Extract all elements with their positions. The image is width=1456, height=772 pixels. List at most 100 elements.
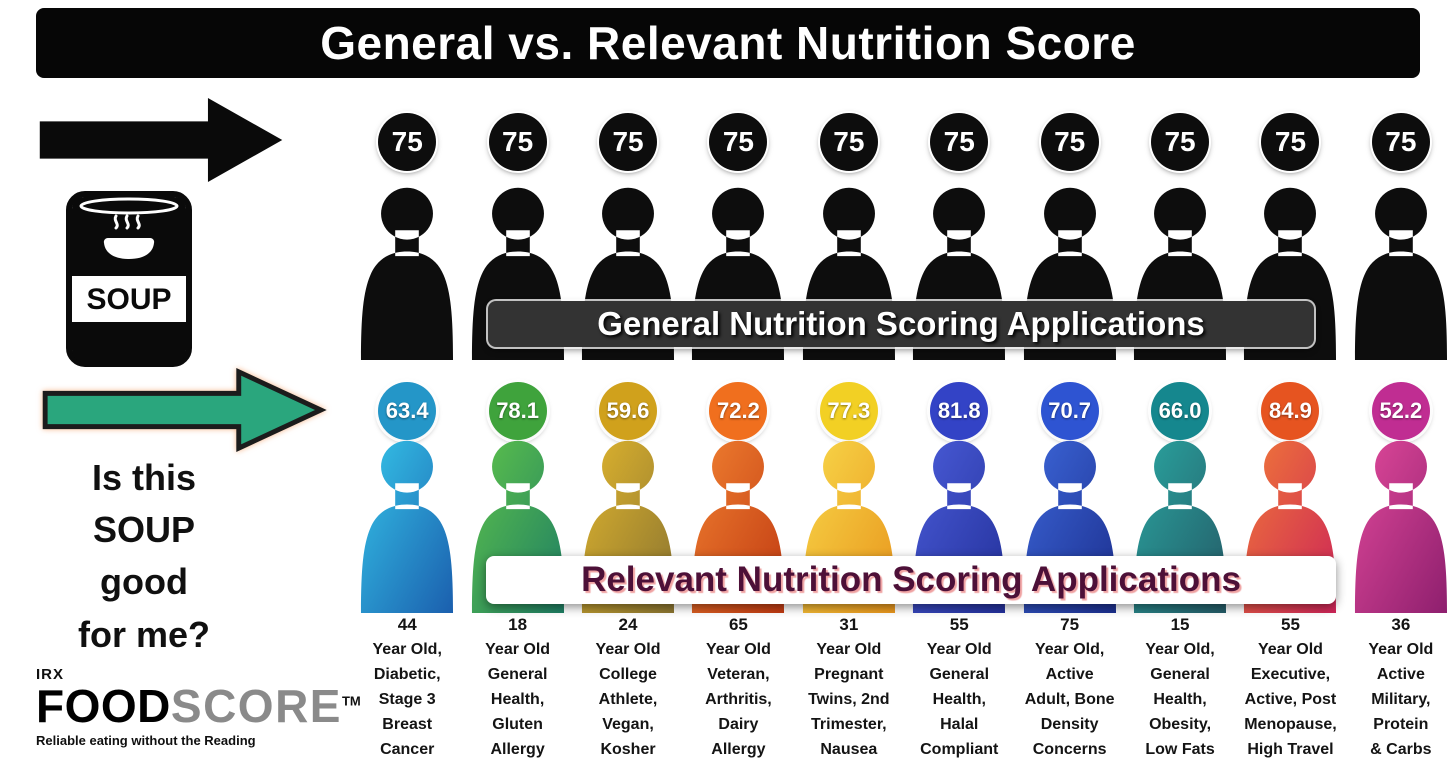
- person-description: 65 Year Old Veteran, Arthritis, Dairy Al…: [683, 613, 793, 762]
- relevant-score-value: 59.6: [606, 398, 650, 423]
- relevant-score-cell: 52.2: [1346, 378, 1456, 444]
- person-silhouette-colored-icon: [361, 440, 454, 613]
- brand-tagline: Reliable eating without the Reading: [36, 732, 256, 748]
- relevant-score-value: 77.3: [827, 398, 871, 423]
- person-age: 65: [728, 615, 748, 634]
- person-description: 24 Year Old College Athlete, Vegan, Kosh…: [573, 613, 683, 762]
- general-score-badge: 75: [488, 113, 547, 171]
- person-details: Year Old General Health, Gluten Allergy: [485, 641, 551, 758]
- person-description: 55 Year Old General Health, Halal Compli…: [904, 613, 1014, 762]
- general-score-cell: 75: [794, 110, 904, 174]
- soup-can-label: SOUP: [86, 283, 171, 316]
- relevant-score-value: 81.8: [937, 398, 981, 423]
- relevant-score-badge: 77.3: [819, 382, 878, 440]
- person-age: 24: [618, 615, 638, 634]
- person-age: 55: [949, 615, 969, 634]
- relevant-score-cell: 77.3: [794, 378, 904, 444]
- relevant-score-badge: 63.4: [378, 382, 437, 440]
- person-age: 36: [1391, 615, 1411, 634]
- general-score-badge: 75: [709, 113, 768, 171]
- general-score-row: 75 75 75 75: [352, 110, 1456, 174]
- general-score-value: 75: [391, 126, 423, 157]
- general-score-value: 75: [1054, 126, 1086, 157]
- relevant-score-cell: 66.0: [1125, 378, 1235, 444]
- person-age: 31: [839, 615, 859, 634]
- relevant-score-cell: 78.1: [462, 378, 572, 444]
- relevant-score-badge: 81.8: [930, 382, 989, 440]
- steam-icon: [113, 214, 119, 230]
- relevant-score-cell: 70.7: [1014, 378, 1124, 444]
- general-score-cell: 75: [352, 110, 462, 174]
- general-score-cell: 75: [683, 110, 793, 174]
- general-score-badge: 75: [1040, 113, 1099, 171]
- general-score-value: 75: [833, 126, 865, 157]
- relevant-score-row: 63.4 78.1 59.6 72.2: [352, 378, 1456, 444]
- brand-score: SCORE: [170, 680, 342, 732]
- person-description: 31 Year Old Pregnant Twins, 2nd Trimeste…: [794, 613, 904, 762]
- relevant-score-value: 52.2: [1379, 398, 1423, 423]
- general-banner: General Nutrition Scoring Applications: [488, 301, 1314, 347]
- general-score-badge: 75: [930, 113, 989, 171]
- question-text: Is this SOUP good for me?: [77, 457, 210, 655]
- relevant-score-value: 78.1: [496, 398, 540, 423]
- brand-name: FOODSCORETM: [36, 680, 361, 732]
- general-banner-text: General Nutrition Scoring Applications: [597, 305, 1205, 342]
- relevant-score-value: 72.2: [717, 398, 760, 423]
- relevant-score-badge: 72.2: [709, 382, 768, 440]
- person-age: 15: [1170, 615, 1190, 634]
- person-description: 55 Year Old Executive, Active, Post Meno…: [1235, 613, 1345, 762]
- relevant-silhouette-cell: [352, 436, 462, 613]
- person-description: 75 Year Old, Active Adult, Bone Density …: [1014, 613, 1124, 762]
- general-score-badge: 75: [1151, 113, 1210, 171]
- person-details: Year Old, Active Adult, Bone Density Con…: [1024, 641, 1115, 758]
- page-title: General vs. Relevant Nutrition Score: [320, 17, 1136, 69]
- relevant-score-badge: 66.0: [1151, 382, 1210, 440]
- relevant-score-value: 63.4: [385, 398, 429, 423]
- brand-irx: IRX: [36, 666, 65, 683]
- relevant-score-value: 84.9: [1269, 398, 1312, 423]
- general-score-value: 75: [1385, 126, 1417, 157]
- general-score-value: 75: [1164, 126, 1196, 157]
- person-details: Year Old Active Military, Protein & Carb…: [1368, 641, 1434, 758]
- relevant-score-value: 66.0: [1158, 398, 1202, 423]
- person-details: Year Old, Diabetic, Stage 3 Breast Cance…: [372, 641, 442, 758]
- relevant-score-badge: 52.2: [1371, 382, 1430, 440]
- general-score-badge: 75: [819, 113, 878, 171]
- general-score-value: 75: [612, 126, 644, 157]
- relevant-score-value: 70.7: [1048, 398, 1092, 423]
- general-score-badge: 75: [1261, 113, 1320, 171]
- person-age: 44: [397, 615, 417, 634]
- general-silhouette-cell: [352, 183, 462, 360]
- general-score-cell: 75: [573, 110, 683, 174]
- general-score-badge: 75: [599, 113, 658, 171]
- person-details: Year Old Veteran, Arthritis, Dairy Aller…: [705, 641, 772, 758]
- general-score-cell: 75: [462, 110, 572, 174]
- brand-food: FOOD: [36, 680, 171, 732]
- general-score-cell: 75: [1125, 110, 1235, 174]
- person-silhouette-icon: [1354, 187, 1447, 360]
- general-score-badge: 75: [1371, 113, 1430, 171]
- relevant-silhouette-cell: [1346, 436, 1456, 613]
- general-score-value: 75: [722, 126, 754, 157]
- relevant-score-cell: 72.2: [683, 378, 793, 444]
- relevant-score-badge: 78.1: [488, 382, 547, 440]
- black-arrow-icon: [39, 97, 283, 183]
- person-details: Year Old, General Health, Obesity, Low F…: [1145, 641, 1215, 758]
- person-description: 18 Year Old General Health, Gluten Aller…: [462, 613, 572, 762]
- title-banner: General vs. Relevant Nutrition Score: [36, 8, 1420, 78]
- relevant-score-cell: 81.8: [904, 378, 1014, 444]
- brand-trademark: TM: [341, 693, 361, 709]
- person-silhouette-icon: [361, 187, 454, 360]
- soup-can-icon: SOUP: [66, 191, 192, 367]
- person-description: 15 Year Old, General Health, Obesity, Lo…: [1125, 613, 1235, 762]
- relevant-score-cell: 84.9: [1235, 378, 1345, 444]
- general-score-cell: 75: [1346, 110, 1456, 174]
- general-score-badge: 75: [378, 113, 437, 171]
- relevant-banner-text: Relevant Nutrition Scoring Applications: [581, 560, 1241, 599]
- relevant-score-badge: 59.6: [599, 382, 658, 440]
- person-details: Year Old Pregnant Twins, 2nd Trimester, …: [808, 641, 890, 758]
- person-age: 75: [1060, 615, 1080, 634]
- general-score-cell: 75: [1235, 110, 1345, 174]
- general-score-cell: 75: [904, 110, 1014, 174]
